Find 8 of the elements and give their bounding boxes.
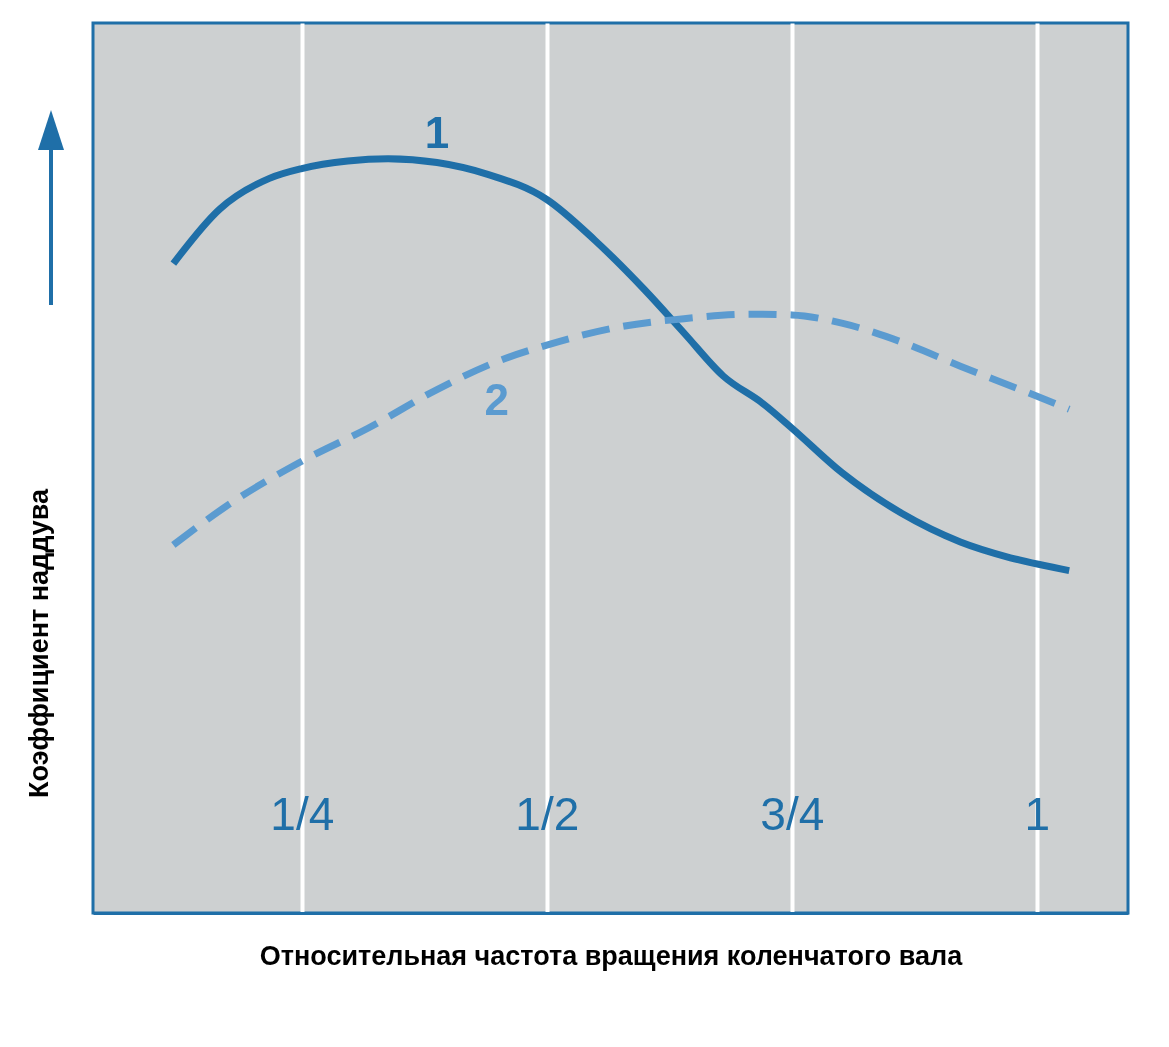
y-axis-title: Коэффициент наддува xyxy=(23,488,54,798)
series-label: 1 xyxy=(424,107,450,157)
x-axis-title: Относительная частота вращения коленчатого вала xyxy=(259,940,964,971)
x-tick-label: 3/4 xyxy=(760,787,825,840)
x-tick-label: 1/4 xyxy=(270,787,335,840)
series-label: 2 xyxy=(484,374,510,424)
x-tick-label: 1/2 xyxy=(515,787,580,840)
x-tick-label: 1 xyxy=(1024,787,1051,840)
